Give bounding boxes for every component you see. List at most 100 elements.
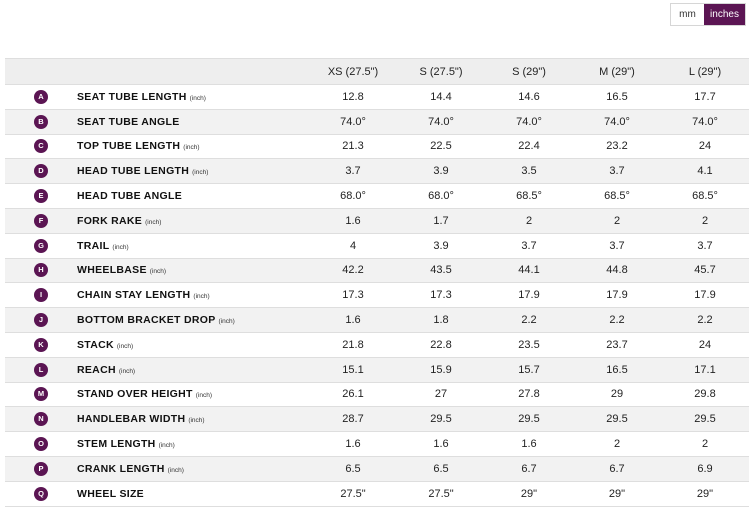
value-cell: 6.5 xyxy=(397,456,485,482)
measurement-unit: (inch) xyxy=(188,417,205,425)
value-cell: 42.2 xyxy=(309,258,397,284)
value-cell: 44.8 xyxy=(573,258,661,284)
value-cell: 74.0° xyxy=(661,109,749,135)
measurement-name-cell: REACH (inch) xyxy=(77,357,309,383)
value-cell: 3.5 xyxy=(485,158,573,185)
value-cell: 16.5 xyxy=(573,84,661,110)
value-cell: 44.1 xyxy=(485,258,573,284)
value-cell: 4.1 xyxy=(661,158,749,185)
measurement-letter-badge: G xyxy=(34,238,48,253)
measurement-name: FORK RAKE xyxy=(77,214,143,227)
measurement-unit: (inch) xyxy=(149,268,167,276)
value-cell: 2.2 xyxy=(573,307,661,333)
measurement-letter-badge: O xyxy=(34,437,48,452)
letter-cell: C xyxy=(5,134,77,160)
size-column-header: M (29") xyxy=(573,58,661,85)
value-cell: 6.7 xyxy=(573,456,661,482)
value-cell: 29.5 xyxy=(661,406,749,433)
measurement-unit: (inch) xyxy=(189,94,206,102)
mm-unit-button[interactable]: mm xyxy=(671,4,704,25)
value-cell: 23.2 xyxy=(573,134,661,160)
letter-cell: H xyxy=(5,258,77,284)
table-row: D HEAD TUBE LENGTH (inch) 3.7 3.9 3.5 3.7 4.1 xyxy=(5,158,749,185)
measurement-name: STEM LENGTH xyxy=(77,438,156,451)
value-cell: 2 xyxy=(485,208,573,234)
letter-cell: K xyxy=(5,332,77,358)
measurement-name-cell: FORK RAKE (inch) xyxy=(77,208,309,234)
table-row: H WHEELBASE (inch) 42.2 43.5 44.1 44.8 45.7 xyxy=(5,258,749,284)
letter-cell: O xyxy=(5,431,77,457)
table-row: B SEAT TUBE ANGLE 74.0° 74.0° 74.0° 74.0° 74.0… xyxy=(5,109,749,135)
measurement-name-cell: WHEELBASE (inch) xyxy=(77,258,309,284)
measurement-name: REACH xyxy=(77,363,116,376)
table-row: K STACK (inch) 21.8 22.8 23.5 23.7 24 xyxy=(5,332,749,358)
value-cell: 15.9 xyxy=(397,357,485,383)
measurement-name-cell: CHAIN STAY LENGTH (inch) xyxy=(77,282,309,309)
value-cell: 1.6 xyxy=(309,307,397,333)
letter-cell: B xyxy=(5,109,77,135)
table-row: C TOP TUBE LENGTH (inch) 21.3 22.5 22.4 23.2 24 xyxy=(5,134,749,160)
inches-unit-button[interactable]: inches xyxy=(704,4,745,25)
letter-cell: Q xyxy=(5,481,77,507)
measurement-letter-badge: F xyxy=(34,213,48,228)
value-cell: 16.5 xyxy=(573,357,661,383)
value-cell: 22.4 xyxy=(485,134,573,160)
measurement-name: HANDLEBAR WIDTH xyxy=(77,413,186,426)
value-cell: 2 xyxy=(661,208,749,234)
value-cell: 29" xyxy=(485,481,573,507)
table-row: M STAND OVER HEIGHT (inch) 26.1 27 27.8 29 29.8 xyxy=(5,382,749,408)
measurement-unit: (inch) xyxy=(193,293,210,301)
measurement-letter-badge: A xyxy=(34,89,48,104)
value-cell: 68.5° xyxy=(661,183,749,209)
measurement-name-cell: HANDLEBAR WIDTH (inch) xyxy=(77,406,309,433)
measurement-unit: (inch) xyxy=(116,342,134,350)
size-column-header: XS (27.5") xyxy=(309,58,397,85)
letter-cell: D xyxy=(5,158,77,185)
value-cell: 6.5 xyxy=(309,456,397,482)
measurement-letter-badge: N xyxy=(34,412,48,427)
value-cell: 68.0° xyxy=(397,183,485,209)
value-cell: 23.7 xyxy=(573,332,661,358)
value-cell: 29.5 xyxy=(485,406,573,433)
value-cell: 29" xyxy=(573,481,661,507)
size-column-header: S (29") xyxy=(485,58,573,85)
measurement-name: HEAD TUBE LENGTH xyxy=(77,165,190,178)
value-cell: 24 xyxy=(661,134,749,160)
table-row: G TRAIL (inch) 4 3.9 3.7 3.7 3.7 xyxy=(5,233,749,259)
measurement-letter-badge: Q xyxy=(34,486,48,501)
measurement-name: SEAT TUBE ANGLE xyxy=(77,115,180,128)
letter-cell: N xyxy=(5,406,77,433)
letter-cell: G xyxy=(5,233,77,259)
value-cell: 26.1 xyxy=(309,382,397,408)
value-cell: 3.7 xyxy=(485,233,573,259)
measurement-name-cell: HEAD TUBE ANGLE xyxy=(77,183,309,209)
measurement-name: WHEELBASE xyxy=(77,264,147,277)
measurement-letter-badge: B xyxy=(34,114,48,129)
value-cell: 22.5 xyxy=(397,134,485,160)
measurement-unit: (inch) xyxy=(158,442,175,450)
measurement-name-cell: BOTTOM BRACKET DROP (inch) xyxy=(77,307,309,333)
table-row: L REACH (inch) 15.1 15.9 15.7 16.5 17.1 xyxy=(5,357,749,383)
value-cell: 17.9 xyxy=(485,282,573,309)
value-cell: 27.8 xyxy=(485,382,573,408)
measurement-name: TRAIL xyxy=(77,239,110,252)
letter-cell: I xyxy=(5,282,77,309)
letter-cell: L xyxy=(5,357,77,383)
value-cell: 2 xyxy=(661,431,749,457)
value-cell: 29.5 xyxy=(397,406,485,433)
value-cell: 17.7 xyxy=(661,84,749,110)
value-cell: 28.7 xyxy=(309,406,397,433)
value-cell: 1.8 xyxy=(397,307,485,333)
measurement-letter-badge: D xyxy=(34,164,48,179)
value-cell: 74.0° xyxy=(485,109,573,135)
value-cell: 1.6 xyxy=(397,431,485,457)
table-row: P CRANK LENGTH (inch) 6.5 6.5 6.7 6.7 6.9 xyxy=(5,456,749,482)
measurement-letter-badge: K xyxy=(34,337,48,352)
letter-cell: E xyxy=(5,183,77,209)
measurement-unit: (inch) xyxy=(167,466,184,474)
measurement-unit: (inch) xyxy=(192,169,209,177)
measurement-letter-badge: C xyxy=(34,139,48,154)
letter-cell: M xyxy=(5,382,77,408)
measurement-name-cell: STAND OVER HEIGHT (inch) xyxy=(77,382,309,408)
value-cell: 3.7 xyxy=(309,158,397,185)
